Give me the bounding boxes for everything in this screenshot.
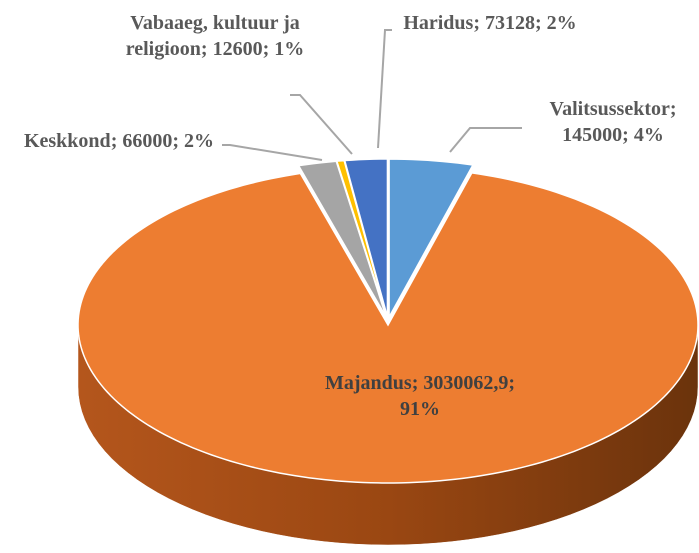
pie-slice <box>297 160 387 318</box>
data-label: Keskkond; 66000; 2% <box>23 130 215 152</box>
pie-slice <box>77 172 699 484</box>
data-label: Vabaaeg, kultuur ja religioon; 12600; 1% <box>125 12 305 60</box>
data-label: Majandus; 3030062,9; 91% <box>324 372 516 420</box>
leader-line <box>449 127 522 153</box>
leader-line <box>222 144 323 161</box>
pie-slice <box>388 158 475 318</box>
data-label: Valitsussektor; 145000; 4% <box>549 98 677 146</box>
data-label: Haridus; 73128; 2% <box>403 12 577 34</box>
leader-line <box>377 29 392 149</box>
pie-slice <box>343 158 389 318</box>
leader-line <box>290 94 353 155</box>
